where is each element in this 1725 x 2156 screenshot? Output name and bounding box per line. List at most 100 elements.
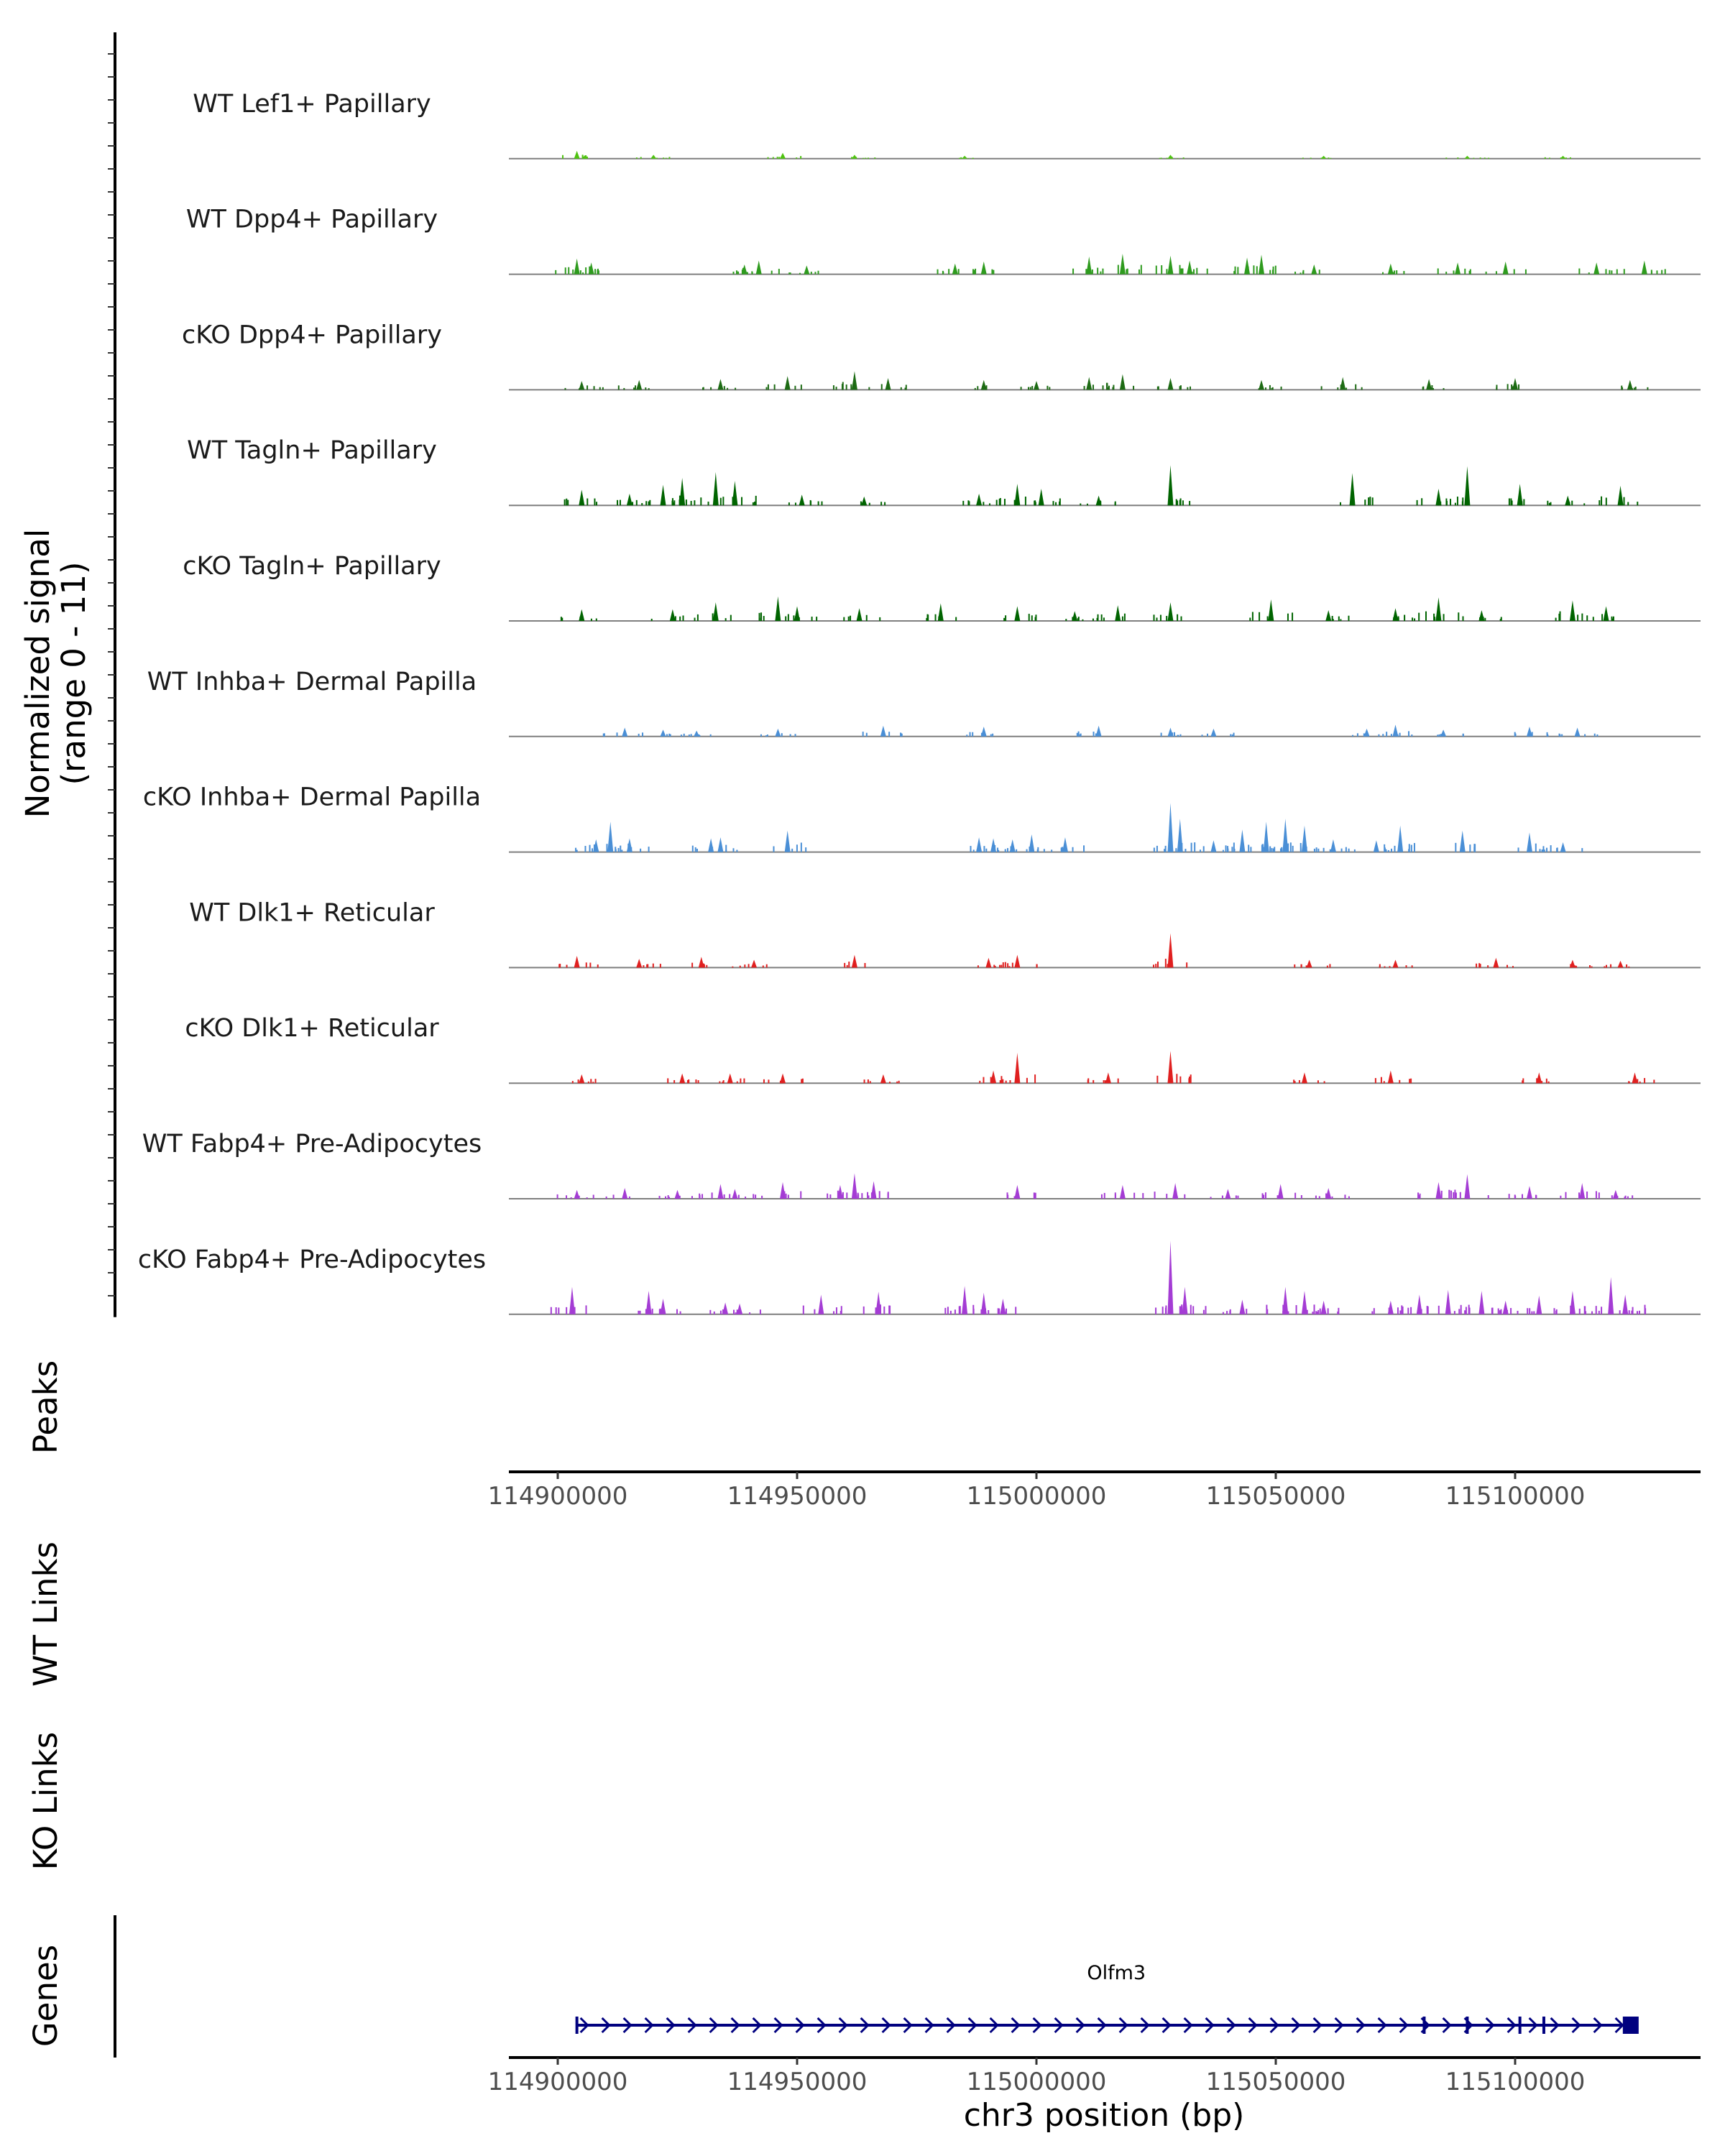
- gene: Olfm3: [575, 1962, 1639, 2034]
- coverage-peak: [990, 838, 997, 852]
- strand-arrow: [622, 2017, 632, 2034]
- strand-arrow: [1550, 2017, 1560, 2034]
- coverage-peak: [937, 603, 944, 621]
- x-tick-label: 114900000: [488, 1482, 628, 1511]
- track-label: cKO Dlk1+ Reticular: [185, 1014, 439, 1043]
- coverage-peak: [722, 1302, 729, 1314]
- coverage-peak: [875, 1291, 882, 1314]
- coverage-peak: [1325, 610, 1332, 621]
- strand-arrow: [1269, 2017, 1279, 2034]
- coverage-peak: [1172, 1183, 1179, 1199]
- track: cKO Inhba+ Dermal Papilla: [143, 783, 1701, 853]
- coverage-peak: [1455, 262, 1461, 275]
- strand-arrow: [1614, 2017, 1624, 2034]
- coverage-peak: [660, 484, 666, 506]
- coverage-peak: [574, 956, 580, 968]
- coverage-peak: [669, 609, 676, 621]
- coverage-peak: [780, 1073, 786, 1084]
- coverage-peak: [1464, 466, 1471, 506]
- strand-arrow: [838, 2017, 848, 2034]
- track-background-signal: [564, 382, 1649, 390]
- coverage-peak: [1282, 819, 1289, 852]
- coverage-peak: [851, 155, 857, 159]
- strand-arrow: [1506, 2017, 1517, 2034]
- coverage-peak: [780, 152, 786, 159]
- coverage-peak: [784, 376, 791, 390]
- coverage-peak: [708, 838, 714, 852]
- coverage-peak: [1387, 1300, 1394, 1314]
- coverage-peak: [861, 496, 868, 506]
- coverage-peak: [1062, 837, 1068, 852]
- x-tick-label: 115100000: [1445, 1482, 1586, 1511]
- strand-arrow: [860, 2017, 870, 2034]
- coverage-peak: [660, 1298, 666, 1314]
- track-background-signal: [571, 1074, 1655, 1084]
- coverage-peak: [851, 371, 857, 390]
- coverage-peak: [1034, 381, 1039, 390]
- coverage-peak: [626, 838, 632, 852]
- track: cKO Dlk1+ Reticular: [185, 1014, 1701, 1084]
- coverage-peak: [1593, 262, 1600, 275]
- track-background-signal: [562, 155, 1571, 159]
- track-label: WT Lef1+ Papillary: [193, 90, 431, 119]
- coverage-peak: [1177, 819, 1183, 852]
- strand-arrow: [1399, 2017, 1409, 2034]
- coverage-peak: [1459, 830, 1466, 852]
- coverage-peak: [1560, 842, 1566, 852]
- x-tick-label: 114900000: [488, 2068, 628, 2096]
- strand-arrow: [1312, 2017, 1322, 2034]
- coverage-peak: [1014, 954, 1021, 968]
- x-tick-label: 115100000: [1445, 2068, 1586, 2096]
- coverage-peak: [1632, 1072, 1638, 1084]
- coverage-peak: [1340, 377, 1346, 390]
- coverage-peak: [574, 258, 580, 275]
- strand-arrow: [1054, 2017, 1064, 2034]
- track: cKO Tagln+ Papillary: [183, 552, 1701, 622]
- coverage-peak: [755, 260, 762, 275]
- coverage-peak: [1526, 832, 1532, 852]
- coverage-peak: [741, 264, 748, 275]
- coverage-peak: [1095, 725, 1102, 737]
- coverage-y-label-range: (range 0 - 11): [55, 561, 93, 785]
- coverage-peak: [780, 1181, 786, 1199]
- coverage-peak: [1239, 1299, 1246, 1314]
- coverage-peak: [1014, 606, 1021, 621]
- genes-panel-label: Genes: [27, 1945, 65, 2047]
- coverage-peak: [1612, 1189, 1619, 1199]
- track-label: cKO Inhba+ Dermal Papilla: [143, 783, 481, 812]
- coverage-peak: [1560, 155, 1566, 159]
- peaks-panel-label: Peaks: [27, 1360, 65, 1454]
- strand-arrow: [1593, 2017, 1603, 2034]
- coverage-peak: [1301, 1291, 1307, 1314]
- coverage-peak: [717, 837, 724, 852]
- track-label: WT Dlk1+ Reticular: [189, 898, 435, 927]
- coverage-peak: [579, 381, 585, 390]
- strand-arrow: [666, 2017, 676, 2034]
- genes-x-axis: 114900000 114950000 115000000 115050000 1151…: [488, 2056, 1701, 2096]
- coverage-peak: [751, 959, 758, 968]
- coverage-peak: [1000, 1298, 1006, 1314]
- coverage-peak: [1167, 155, 1174, 159]
- coverage-peak: [579, 1074, 585, 1084]
- coverage-peak: [574, 1189, 580, 1199]
- strand-arrow: [644, 2017, 654, 2034]
- x-tick-label: 115000000: [967, 1482, 1107, 1511]
- coverage-peak: [607, 821, 614, 852]
- track-label: WT Inhba+ Dermal Papilla: [147, 668, 477, 696]
- coverage-peak: [1301, 1072, 1307, 1084]
- coverage-peak: [1579, 1183, 1586, 1199]
- coverage-peak: [1119, 374, 1126, 390]
- coverage-peak: [880, 1074, 886, 1084]
- x-tick-label: 115050000: [1206, 1482, 1346, 1511]
- coverage-peak: [1603, 606, 1609, 621]
- strand-arrow: [773, 2017, 783, 2034]
- ko-links-panel-label: KO Links: [27, 1732, 65, 1870]
- track-background-signal: [602, 731, 1598, 737]
- strand-arrow: [1356, 2017, 1366, 2034]
- track-label: WT Tagln+ Papillary: [187, 436, 437, 465]
- strand-arrow: [1011, 2017, 1021, 2034]
- track: WT Dpp4+ Papillary: [186, 206, 1701, 275]
- strand-arrow: [1205, 2017, 1215, 2034]
- coverage-peak: [1569, 600, 1576, 621]
